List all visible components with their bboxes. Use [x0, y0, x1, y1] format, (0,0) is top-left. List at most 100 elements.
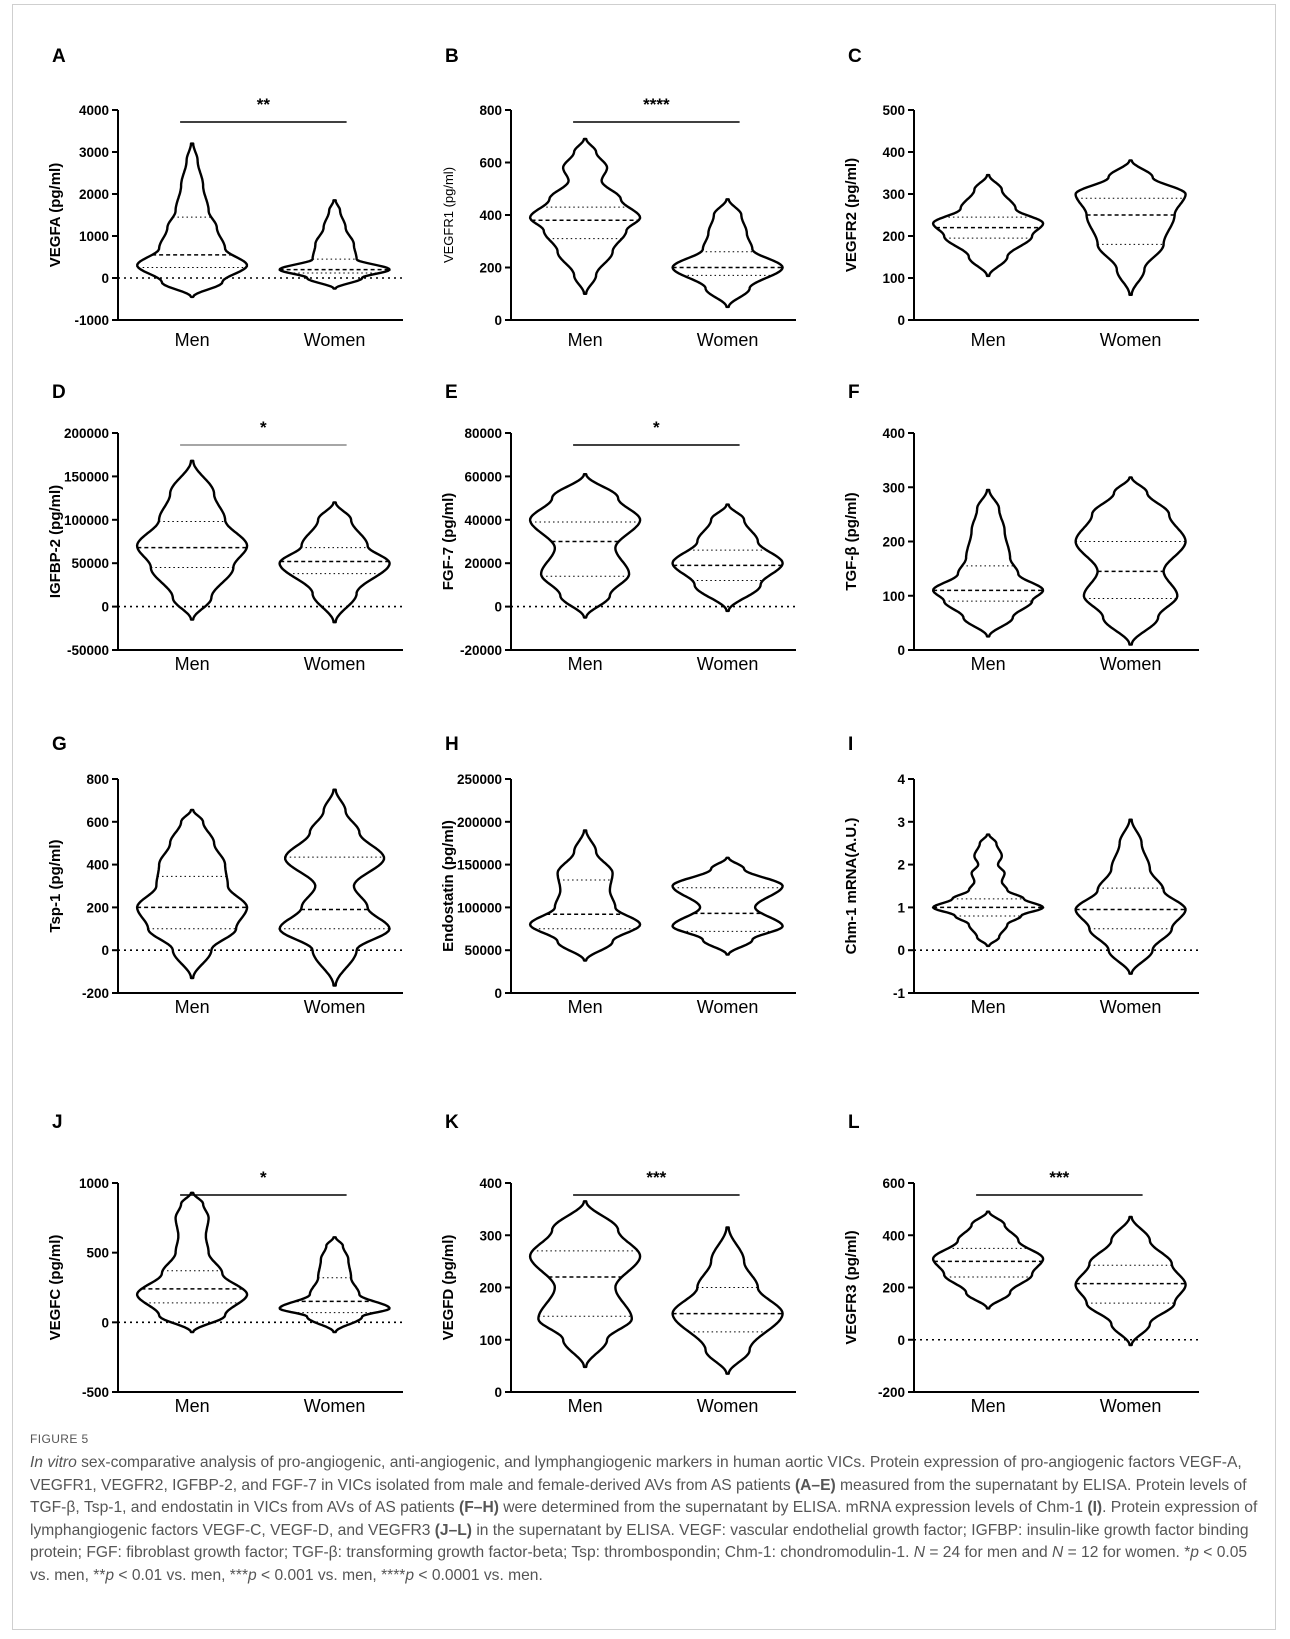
y-tick-label: 3 — [897, 815, 905, 830]
violin-men — [931, 1210, 1045, 1310]
y-tick-label: 500 — [882, 103, 905, 118]
figure-frame — [12, 4, 1276, 1630]
panel-letter: A — [52, 46, 66, 67]
x-category-label: Men — [175, 654, 210, 674]
x-category-label: Women — [697, 330, 759, 350]
y-axis-label: IGFBP-2 (pg/ml) — [47, 485, 64, 598]
panel-letter: E — [445, 382, 458, 403]
violin-women — [671, 503, 784, 613]
y-tick-label: 3000 — [79, 145, 109, 160]
caption-run: = 24 for men and — [925, 1544, 1053, 1561]
x-category-label: Women — [1100, 654, 1162, 674]
y-axis-label: Endostatin (pg/ml) — [440, 820, 457, 952]
y-tick-label: -500 — [82, 1385, 109, 1400]
y-tick-label: 0 — [897, 943, 905, 958]
violin-men — [932, 488, 1045, 638]
significance-stars: *** — [1049, 1168, 1069, 1187]
x-category-label: Women — [304, 654, 366, 674]
y-tick-label: 2000 — [79, 187, 109, 202]
y-tick-label: 0 — [897, 643, 905, 658]
caption-run: N — [1052, 1544, 1064, 1561]
y-axis-label: TGF-β (pg/ml) — [843, 492, 860, 590]
y-axis-label: VEGFR3 (pg/ml) — [843, 1230, 860, 1344]
y-tick-label: 100 — [479, 1333, 502, 1348]
violin-men — [528, 829, 642, 962]
panel-e: E 80000 60000 40000 20000 0 -20000 FGF-7 (pg/ml… — [440, 382, 796, 674]
caption-run: (F–H) — [459, 1499, 499, 1516]
y-tick-label: 250000 — [457, 772, 502, 787]
violin-men — [931, 173, 1045, 278]
figure-caption: FIGURE 5 In vitro sex-comparative analys… — [30, 1432, 1260, 1587]
significance-stars: *** — [646, 1168, 666, 1187]
caption-run: N — [913, 1544, 926, 1561]
y-tick-label: 4000 — [79, 103, 109, 118]
y-tick-label: 400 — [882, 145, 905, 160]
panel-c: C 500 400 300 200 100 0 VEGFR2 (pg/ml) Men Women — [843, 46, 1199, 350]
y-axis-label: VEGFA (pg/ml) — [47, 163, 64, 267]
y-axis-label: VEGFR1 (pg/ml) — [441, 167, 456, 263]
y-tick-label: 400 — [479, 208, 502, 223]
y-tick-label: 1000 — [79, 229, 109, 244]
panel-letter: F — [848, 382, 860, 403]
significance-stars: * — [260, 418, 267, 437]
violin-women — [1074, 159, 1187, 296]
violin-men — [528, 1200, 642, 1369]
caption-run: p — [105, 1566, 115, 1584]
violin-women — [1074, 476, 1187, 646]
caption-run: (I) — [1087, 1499, 1103, 1516]
y-tick-label: 150000 — [64, 469, 109, 484]
violin-women — [671, 198, 784, 309]
y-tick-label: 100000 — [64, 513, 109, 528]
significance-stars: **** — [643, 95, 670, 114]
x-category-label: Women — [1100, 1396, 1162, 1416]
violin-women — [278, 501, 391, 624]
y-tick-label: 300 — [882, 187, 905, 202]
x-category-label: Men — [568, 1396, 603, 1416]
y-tick-label: 200 — [882, 229, 905, 244]
panel-letter: J — [52, 1112, 63, 1133]
y-tick-label: 4 — [897, 772, 905, 787]
caption-run: p — [405, 1566, 415, 1584]
y-tick-label: 50000 — [464, 943, 502, 958]
violin-men — [136, 142, 249, 299]
x-category-label: Men — [971, 1396, 1006, 1416]
panel-letter: G — [52, 734, 67, 755]
panel-i: I 4 3 2 1 0 -1 Chm-1 mRNA(A.U.) Men Women — [843, 734, 1199, 1017]
y-tick-label: 40000 — [464, 513, 502, 528]
panel-g: G 800 600 400 200 0 -200 Tsp-1 (pg/ml) Men Women — [47, 734, 403, 1017]
figure-label: FIGURE 5 — [30, 1432, 89, 1446]
y-tick-label: 1000 — [79, 1176, 109, 1191]
y-tick-label: 300 — [479, 1228, 502, 1243]
panel-letter: K — [445, 1112, 459, 1133]
y-tick-label: 150000 — [457, 858, 502, 873]
y-tick-label: 60000 — [464, 469, 502, 484]
caption-run: (J–L) — [434, 1521, 472, 1539]
y-tick-label: 200 — [479, 261, 502, 276]
panel-k: K 400 300 200 100 0 VEGFD (pg/ml) Men Women *** — [440, 1112, 796, 1416]
caption-run: p — [248, 1566, 257, 1584]
y-tick-label: 100000 — [457, 900, 502, 915]
significance-stars: ** — [257, 95, 271, 114]
panel-l: L 600 400 200 0 -200 VEGFR3 (pg/ml) Men Women *** — [843, 1112, 1199, 1416]
x-category-label: Women — [697, 654, 759, 674]
y-tick-label: 0 — [494, 313, 502, 328]
x-category-label: Men — [175, 330, 210, 350]
x-category-label: Women — [304, 1396, 366, 1416]
violin-women — [278, 788, 391, 987]
violin-women — [1074, 1215, 1187, 1347]
y-tick-label: 0 — [101, 271, 109, 286]
panel-b: B 800 600 400 200 0 VEGFR1 (pg/ml) Men Women **** — [441, 46, 796, 350]
y-tick-label: 400 — [479, 1176, 502, 1191]
panel-letter: C — [848, 46, 862, 67]
y-tick-label: 100 — [882, 589, 905, 604]
x-category-label: Women — [1100, 330, 1162, 350]
caption-run: . Protein expression of lymphangiogenic … — [30, 1499, 1258, 1539]
panel-letter: I — [848, 734, 853, 755]
caption-run: = 12 for women. * — [1063, 1544, 1191, 1561]
y-tick-label: 400 — [86, 858, 109, 873]
x-category-label: Men — [175, 1396, 210, 1416]
caption-run: p — [1190, 1544, 1199, 1561]
y-tick-label: 600 — [882, 1176, 905, 1191]
y-tick-label: 0 — [494, 986, 502, 1001]
